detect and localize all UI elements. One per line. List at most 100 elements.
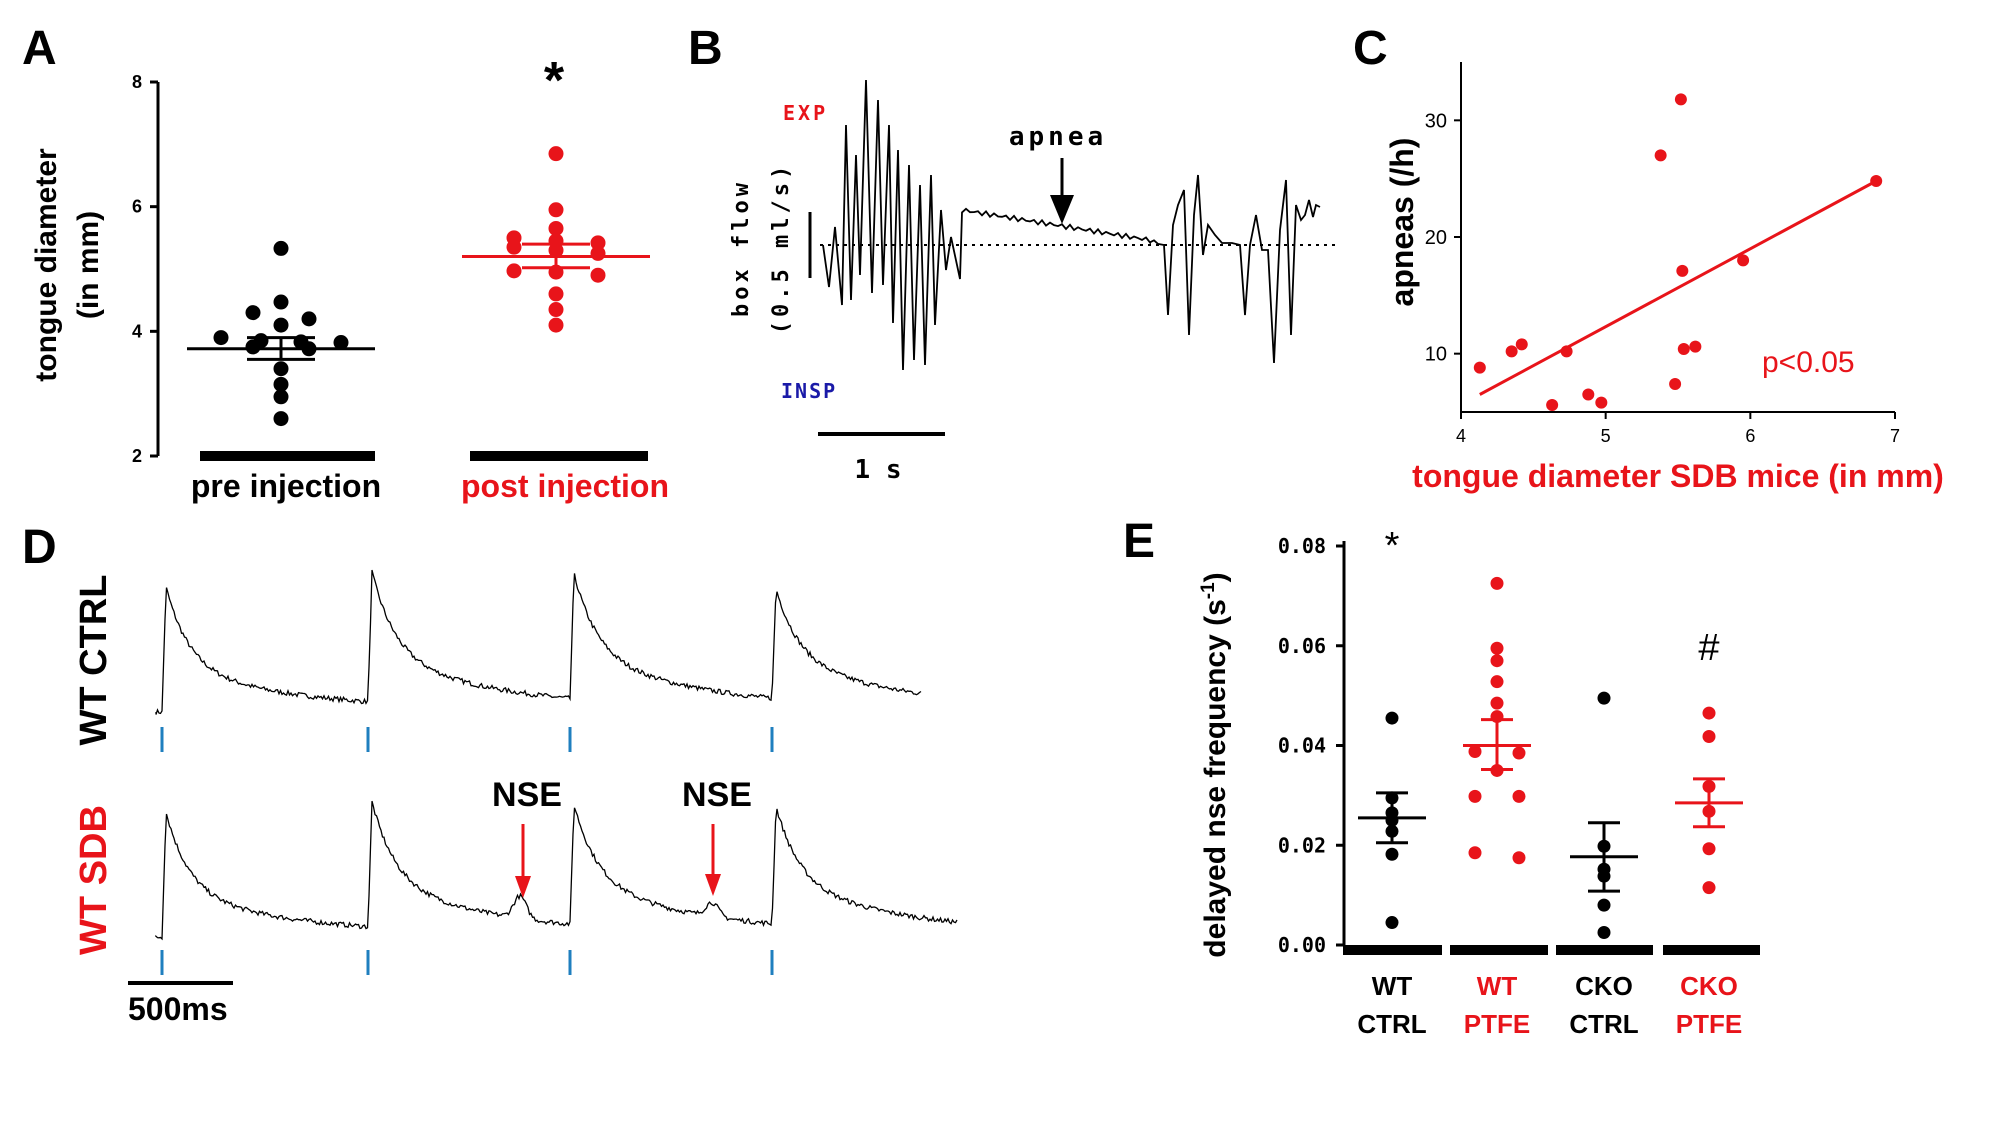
- panel-c-point: [1473, 361, 1486, 374]
- panel-e-point: [1490, 641, 1504, 655]
- panel-a-point: [301, 311, 317, 327]
- panel-e-marks: *#: [1358, 525, 1743, 940]
- panel-c-stat-label: p<0.05: [1762, 346, 1855, 379]
- panel-d-letter: D: [22, 521, 57, 574]
- panel-b-apnea-arrow-head: [1050, 195, 1074, 224]
- panel-c-point: [1546, 399, 1559, 411]
- panel-d-row1-label: WT CTRL: [73, 575, 115, 746]
- panel-d-stimulus-markers: [160, 727, 774, 975]
- panel-e-point: [1512, 851, 1526, 865]
- panel-b-insp-label: INSP: [781, 379, 837, 403]
- panel-c-ylabel: apneas (/h): [1384, 138, 1420, 307]
- panel-c-marks: [1473, 93, 1883, 411]
- panel-a-point: [590, 245, 606, 261]
- panel-a-point: [273, 376, 289, 392]
- panel-c-ticks: 4 5 6 7 10 20 30: [1425, 110, 1900, 446]
- panel-a-point: [245, 305, 261, 321]
- panel-a-ytick-label: 8: [132, 72, 142, 92]
- panel-d: D WT CTRL WT SDB NSE NSE 500ms: [22, 521, 958, 1027]
- panel-a-point: [273, 240, 289, 256]
- panel-c-ytick-label: 20: [1425, 227, 1447, 249]
- panel-d-row2-label: WT SDB: [73, 805, 115, 955]
- panel-c: C apneas (/h) 4 5 6 7 10 20 30 p<0.05 tongue d…: [1353, 22, 1944, 494]
- panel-e-groups: WT CTRL WT PTFE CKO CTRL CKO PTFE: [1343, 945, 1760, 1039]
- panel-c-point: [1582, 388, 1595, 401]
- panel-e-group-bar: [1556, 945, 1653, 955]
- panel-c-ytick-label: 30: [1425, 110, 1447, 132]
- panel-e-point: [1385, 847, 1399, 861]
- panel-e-point: [1490, 654, 1504, 668]
- panel-e-significance-mark: *: [1385, 525, 1400, 567]
- panel-a-point: [590, 267, 606, 283]
- panel-a-point: [333, 335, 349, 351]
- panel-e-ytick-label: 0.06: [1278, 634, 1326, 658]
- panel-a-point: [273, 317, 289, 333]
- panel-a-point: [548, 146, 564, 162]
- panel-e-group-bar: [1450, 945, 1548, 955]
- panel-e-group-label-line2: CTRL: [1357, 1009, 1426, 1039]
- panel-b-apnea-label: apnea: [1009, 122, 1107, 152]
- panel-c-regression-line: [1479, 179, 1877, 396]
- panel-a-ytick-label: 6: [132, 197, 142, 217]
- panel-a-point: [548, 302, 564, 318]
- panel-a-point: [273, 411, 289, 427]
- panel-e-ytick-label: 0.08: [1278, 534, 1326, 558]
- panel-c-xtick-label: 4: [1456, 426, 1466, 446]
- panel-a-point: [548, 286, 564, 302]
- panel-e-group-bar: [1663, 945, 1760, 955]
- panel-e-group-label-line1: WT: [1372, 971, 1413, 1001]
- panel-d-nse-arrow-2-head: [705, 874, 721, 896]
- panel-a-group-bar-pre: [200, 451, 375, 461]
- panel-e-significance-mark: #: [1698, 627, 1719, 669]
- panel-e-group-label-line1: WT: [1477, 971, 1518, 1001]
- panel-e-point: [1702, 706, 1716, 720]
- panel-e-group-label-line2: CTRL: [1569, 1009, 1638, 1039]
- panel-b: B EXP INSP box flow (0.5 ml/s) apnea 1 s: [688, 22, 1340, 485]
- panel-b-time-label: 1 s: [855, 455, 902, 485]
- panel-c-point: [1560, 345, 1573, 358]
- panel-e-point: [1490, 696, 1504, 710]
- panel-a-group-bar-post: [470, 451, 648, 461]
- panel-d-nse-label-2: NSE: [682, 776, 752, 814]
- panel-c-point: [1654, 149, 1667, 162]
- panel-c-point: [1689, 340, 1702, 353]
- panel-e-point: [1490, 576, 1504, 590]
- panel-e-group-label-line1: CKO: [1680, 971, 1738, 1001]
- panel-e-point: [1385, 711, 1399, 725]
- panel-e-point: [1468, 789, 1482, 803]
- panel-d-sdb-trace: [155, 800, 958, 941]
- panel-a-group-label-pre: pre injection: [191, 468, 381, 504]
- panel-e-point: [1512, 789, 1526, 803]
- panel-e: E delayed nse frequency (s-1) 0.000.020.…: [1123, 515, 1760, 1039]
- panel-b-exp-label: EXP: [783, 101, 828, 125]
- panel-c-xlabel: tongue diameter SDB mice (in mm): [1412, 458, 1944, 494]
- panel-c-point: [1515, 338, 1528, 351]
- panel-e-group-label-line2: PTFE: [1676, 1009, 1742, 1039]
- panel-a-marks: [187, 146, 650, 427]
- panel-a-point: [506, 239, 522, 255]
- panel-c-letter: C: [1353, 22, 1388, 75]
- panel-a-point: [273, 389, 289, 405]
- panel-a-point: [590, 235, 606, 251]
- panel-c-point: [1737, 254, 1750, 267]
- panel-e-letter: E: [1123, 515, 1155, 568]
- panel-e-point: [1597, 691, 1611, 705]
- panel-a-point: [245, 339, 261, 355]
- panel-e-group-bar: [1343, 945, 1442, 955]
- panel-a-point: [548, 202, 564, 218]
- panel-e-ticks: 0.00 0.02 0.04 0.06 0.08: [1278, 534, 1344, 957]
- panel-c-ytick-label: 10: [1425, 344, 1447, 366]
- panel-c-xtick-label: 6: [1745, 426, 1755, 446]
- panel-a-point: [548, 220, 564, 236]
- panel-a-group-label-post: post injection: [461, 468, 669, 504]
- panel-e-point: [1702, 881, 1716, 895]
- panel-e-point: [1702, 730, 1716, 744]
- panel-a-ticks: 2 4 6 8: [132, 72, 158, 466]
- panel-e-point: [1490, 675, 1504, 689]
- panel-c-xtick-label: 5: [1601, 426, 1611, 446]
- panel-e-point: [1597, 926, 1611, 940]
- panel-a-ytick-label: 4: [132, 321, 142, 341]
- panel-e-ytick-label: 0.02: [1278, 833, 1326, 857]
- panel-d-scale-label: 500ms: [128, 991, 228, 1027]
